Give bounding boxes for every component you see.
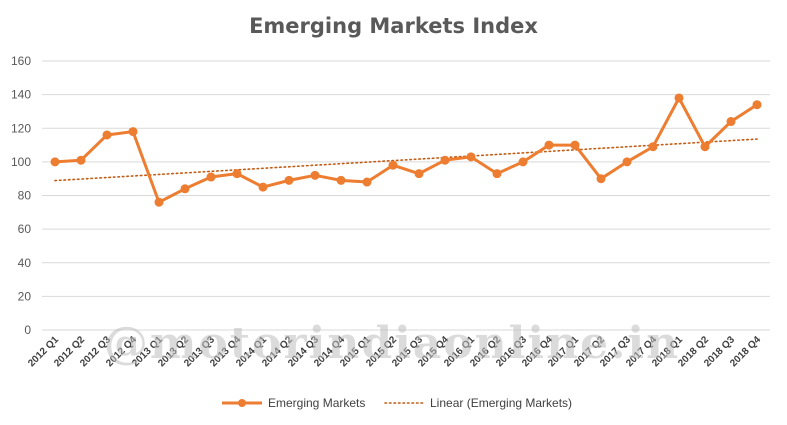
data-point: [674, 93, 684, 103]
y-tick-label: 80: [18, 189, 32, 203]
data-point: [284, 175, 294, 185]
data-point: [414, 169, 424, 179]
data-point: [258, 182, 268, 192]
data-point: [596, 174, 606, 184]
data-point: [518, 157, 528, 167]
legend-marker-emerging-markets: [238, 399, 246, 407]
legend-label-emerging-markets: Emerging Markets: [268, 396, 365, 410]
data-point: [570, 140, 580, 150]
series-line-emerging-markets: [54, 96, 758, 204]
y-tick-label: 140: [11, 88, 31, 102]
y-tick-label: 20: [18, 289, 32, 303]
data-point: [128, 127, 138, 137]
y-tick-label: 40: [18, 256, 32, 270]
data-point: [648, 142, 658, 152]
data-point: [102, 130, 112, 140]
data-point: [492, 169, 502, 179]
data-point: [388, 160, 398, 170]
y-tick-label: 60: [18, 222, 32, 236]
data-point: [440, 155, 450, 165]
data-point: [622, 157, 632, 167]
y-tick-label: 160: [11, 54, 31, 68]
data-point: [310, 170, 320, 180]
legend-label-linear: Linear (Emerging Markets): [430, 396, 572, 410]
data-point: [466, 152, 476, 162]
trendline: [54, 138, 758, 182]
data-point: [154, 197, 164, 207]
data-point: [206, 172, 216, 182]
data-point: [232, 169, 242, 179]
y-tick-label: 100: [11, 155, 31, 169]
data-point: [50, 157, 60, 167]
data-point: [752, 100, 762, 110]
watermark-text: @motorindiaonline.in: [104, 318, 680, 369]
data-point: [180, 184, 190, 194]
chart-title: Emerging Markets Index: [249, 14, 538, 38]
data-point: [544, 140, 554, 150]
data-point: [726, 117, 736, 127]
y-tick-label: 120: [11, 121, 31, 135]
data-point: [76, 155, 86, 165]
data-point: [336, 175, 346, 185]
data-point: [362, 177, 372, 187]
data-point: [700, 142, 710, 152]
y-tick-label: 0: [24, 323, 31, 337]
